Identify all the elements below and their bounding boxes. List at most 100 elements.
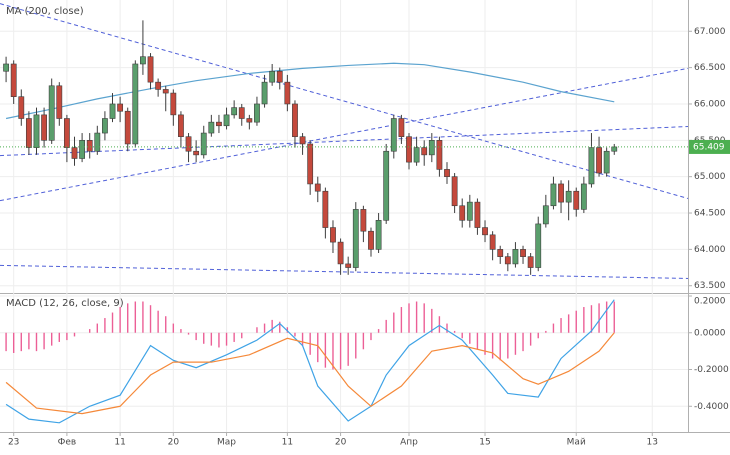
candle-body [208,121,215,134]
candle-body [10,63,17,97]
candle-body [185,136,192,152]
x-tick-label: 23 [8,438,19,448]
candle-body [444,169,450,177]
candle-body [474,201,481,228]
candle-body [170,92,177,116]
candle-body [535,223,542,268]
candle-body [520,249,526,257]
candle-body [573,190,580,210]
candle-body [200,132,207,156]
candle-body [56,85,63,119]
candle-body [25,118,32,148]
candle-body [588,147,595,185]
candle-body [238,107,245,119]
candle-body [368,230,374,250]
y-tick-label: 63.500 [694,281,726,291]
candle-body [124,110,131,145]
candle-body [231,107,238,116]
candle-body [383,150,390,221]
last-price-label: 65.409 [693,142,725,152]
moving-average [5,62,615,120]
candle-body [246,118,253,123]
candle-body [352,209,359,268]
candle-body [269,70,276,83]
candle-body [147,56,154,83]
candle-body [603,150,610,174]
macd-title: MACD (12, 26, close, 9) [6,298,124,309]
candle-body [299,136,306,145]
candle-body [48,85,55,141]
y-tick-label: 65.000 [694,172,726,182]
grid [0,0,688,432]
x-tick-label: Апр [400,438,418,448]
candle-body [466,201,473,221]
candle-body [390,118,397,152]
candle-body [406,136,412,163]
y-tick-label: 66.500 [694,63,726,73]
candle-body [162,89,169,94]
candle-body [41,114,47,141]
candle-body [276,70,283,83]
candle-body [155,81,162,90]
y-tick-label: 0.0000 [694,328,726,338]
candle-body [292,103,298,137]
candle-body [459,205,466,221]
candle-body [33,114,40,148]
y-tick-label: -0.4000 [694,402,729,412]
candle-body [102,118,108,134]
candle-body [330,227,336,243]
candle-body [18,96,25,119]
candle-body [428,140,435,156]
candle-body [63,118,70,148]
candle-body [216,121,222,127]
candle-body [71,147,78,159]
candle-body [558,183,564,203]
main-title: MA (200, close) [6,6,84,17]
y-tick-label: 64.000 [694,245,726,255]
candle-body [178,114,184,137]
candle-body [611,146,618,152]
candle-body [254,103,260,123]
candle-body [86,140,93,152]
candle-body [580,183,587,210]
trend-line [0,3,689,199]
trend-line [0,67,689,202]
last-price-box [689,139,730,154]
y-tick-label: 64.500 [694,209,726,219]
x-tick-label: 20 [335,438,347,448]
marks [0,3,689,424]
candle-body [497,249,504,257]
candle-body [132,63,139,145]
candle-body [542,205,549,225]
x-tick-label: Май [567,438,586,448]
trend-line [0,126,689,157]
macd-line [5,299,615,424]
candle-body [398,118,405,137]
trend-line [0,264,689,279]
candle-body [596,147,602,174]
candle-body [3,63,9,72]
candle-body [109,103,116,119]
candle-body [79,140,86,159]
candle-body [413,147,420,163]
x-tick-label: 11 [114,438,125,448]
candle-body [565,190,572,203]
candle-body [193,150,200,156]
candle-body [223,114,230,127]
candle-body [314,183,321,192]
candle-body [489,234,496,250]
y-tick-label: 67.000 [694,27,726,37]
candle-body [140,56,146,65]
candle-body [436,140,443,170]
x-tick-label: 15 [479,438,490,448]
candle-body [284,81,291,105]
x-tick-label: Фев [58,438,77,448]
candle-body [94,132,101,152]
candle-body [261,81,268,105]
candle-body [360,209,367,232]
candle-body [307,143,314,185]
y-tick-label: 0.2000 [694,297,726,307]
labels: 23 Фев 11 20 Мар 11 20 Апр 15 Май 13 63.500 64.000 64… [8,27,730,448]
candle-body [117,103,124,112]
